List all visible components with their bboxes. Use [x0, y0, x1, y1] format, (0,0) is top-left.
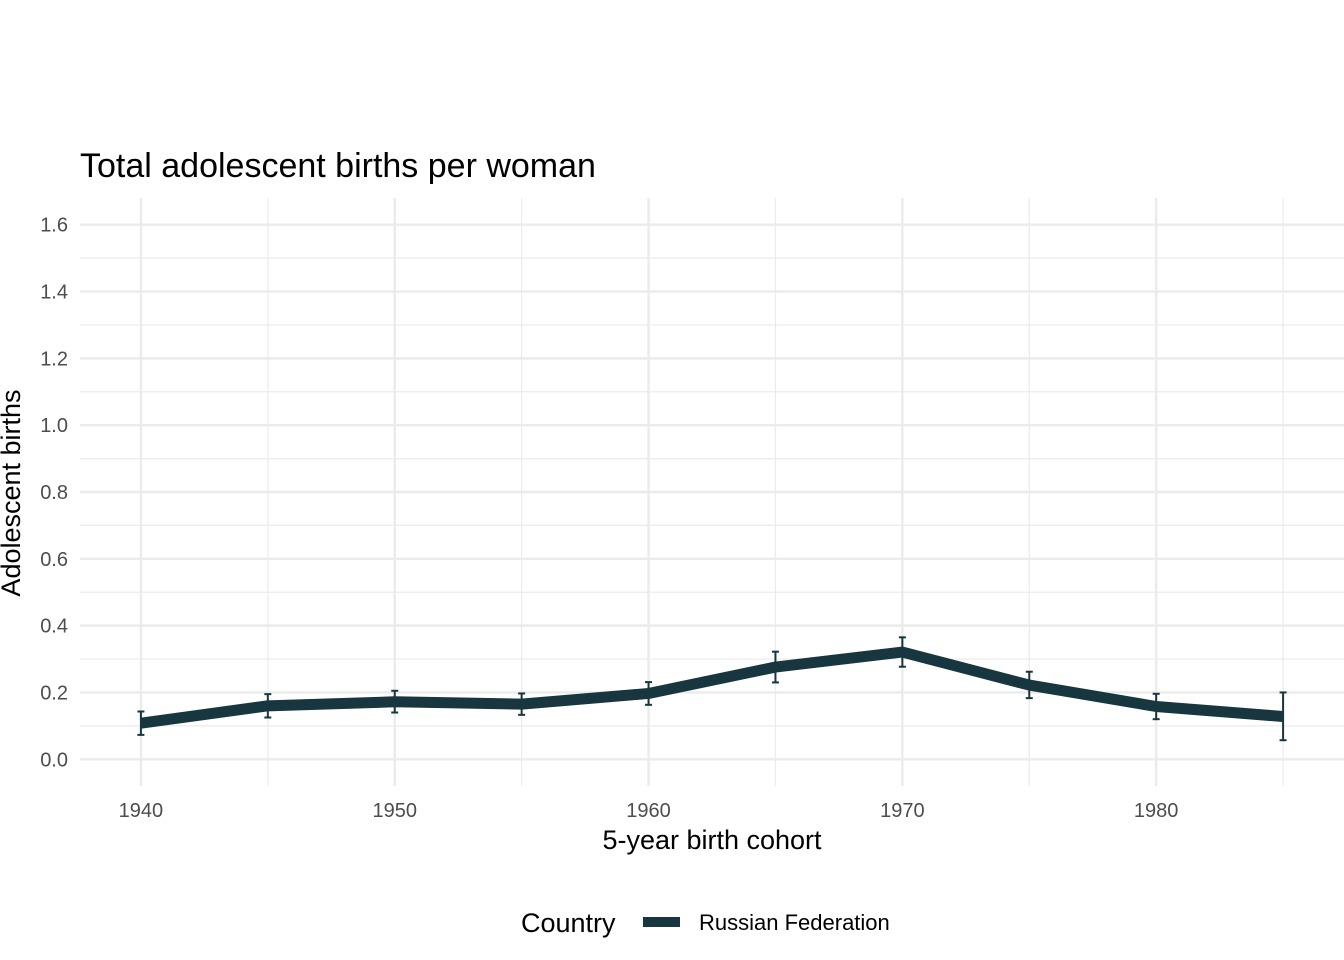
y-tick-label: 1.0 [40, 415, 68, 437]
y-tick-label: 1.6 [40, 215, 68, 237]
series-line [140, 646, 1284, 729]
x-tick-label: 1980 [1134, 800, 1179, 822]
grid [80, 198, 1344, 786]
y-axis-ticks: 0.0 0.2 0.4 0.6 0.8 1.0 1.2 1.4 1.6 [40, 215, 68, 772]
legend: Country Russian Federation [521, 908, 890, 938]
legend-swatch [643, 917, 680, 927]
chart-title: Total adolescent births per woman [80, 147, 596, 185]
y-tick-label: 0.0 [40, 749, 68, 771]
y-axis-title: Adolescent births [0, 389, 26, 596]
y-tick-label: 1.4 [40, 282, 68, 304]
y-tick-label: 0.6 [40, 549, 68, 571]
x-tick-label: 1950 [372, 800, 417, 822]
x-tick-label: 1960 [626, 800, 671, 822]
y-tick-label: 0.2 [40, 682, 68, 704]
x-axis-ticks: 1940 1950 1960 1970 1980 [119, 800, 1179, 822]
x-tick-label: 1940 [119, 800, 164, 822]
series-lines [140, 646, 1284, 729]
error-bars [137, 636, 1287, 742]
x-axis-title: 5-year birth cohort [602, 825, 822, 855]
y-tick-label: 0.8 [40, 482, 68, 504]
legend-title: Country [521, 908, 616, 938]
y-tick-label: 0.4 [40, 616, 68, 638]
y-tick-label: 1.2 [40, 348, 68, 370]
legend-label: Russian Federation [699, 910, 890, 935]
x-tick-label: 1970 [880, 800, 925, 822]
